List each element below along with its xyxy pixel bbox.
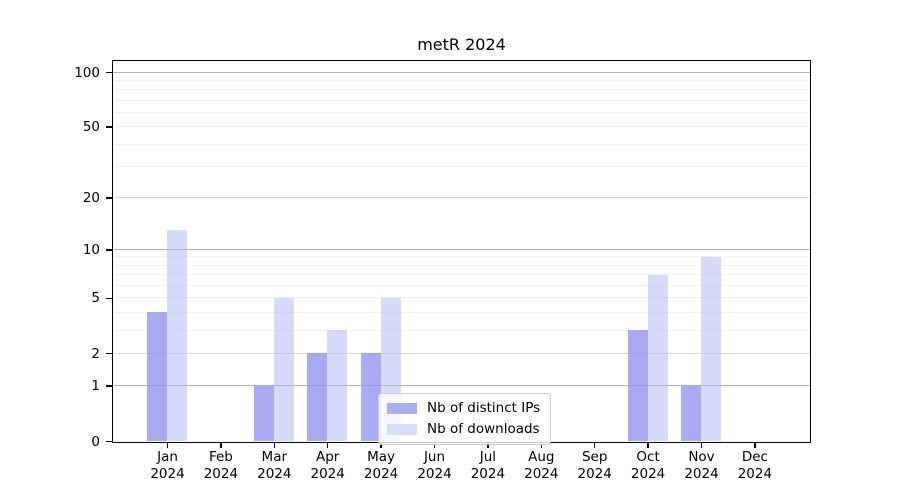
xtick-mark-oct bbox=[647, 443, 649, 448]
legend-swatch-distinct-ips bbox=[387, 403, 417, 414]
gridline-y-30 bbox=[113, 165, 810, 167]
gridline-y-20 bbox=[113, 197, 810, 199]
xtick-mark-feb bbox=[220, 443, 222, 448]
gridline-y-2 bbox=[113, 352, 810, 354]
gridline-y-10 bbox=[113, 248, 810, 250]
legend-swatch-downloads bbox=[387, 424, 417, 435]
xtick-label-aug: Aug 2024 bbox=[524, 449, 559, 482]
xtick-label-jan: Jan 2024 bbox=[150, 449, 185, 482]
gridline-y-5 bbox=[113, 297, 810, 299]
xtick-label-jul: Jul 2024 bbox=[470, 449, 506, 482]
gridline-y-9 bbox=[113, 256, 810, 258]
xtick-label-may: May 2024 bbox=[363, 449, 399, 482]
gridline-y-7 bbox=[113, 274, 810, 276]
xtick-label-feb: Feb 2024 bbox=[203, 449, 239, 482]
ytick-mark-2 bbox=[106, 352, 112, 355]
xtick-label-sep: Sep 2024 bbox=[577, 449, 612, 482]
legend-item-downloads: Nb of downloads bbox=[387, 421, 540, 438]
xtick-mark-sep bbox=[593, 443, 596, 448]
gridline-y-70 bbox=[113, 99, 810, 101]
ytick-label-100: 100 bbox=[74, 64, 100, 81]
chart-title: metR 2024 bbox=[417, 35, 506, 54]
ytick-label-1: 1 bbox=[91, 378, 100, 395]
gridline-y-1 bbox=[113, 385, 810, 387]
xtick-mark-jul bbox=[487, 443, 489, 448]
bar-apr-distinct-ips bbox=[307, 353, 328, 441]
bar-oct-distinct-ips bbox=[627, 330, 648, 441]
xtick-label-jun: Jun 2024 bbox=[417, 449, 452, 482]
ytick-label-10: 10 bbox=[82, 241, 100, 258]
plot-area: Nb of distinct IPs Nb of downloads bbox=[112, 60, 811, 445]
bar-apr-downloads bbox=[327, 330, 348, 441]
ytick-mark-1 bbox=[106, 385, 112, 387]
gridline-y-3 bbox=[113, 329, 810, 331]
ytick-mark-10 bbox=[106, 249, 112, 251]
legend-item-distinct-ips: Nb of distinct IPs bbox=[387, 400, 540, 417]
xtick-mark-dec bbox=[754, 443, 756, 448]
xtick-mark-aug bbox=[540, 443, 543, 448]
ytick-mark-100 bbox=[106, 71, 112, 74]
ytick-mark-20 bbox=[106, 197, 112, 199]
xtick-mark-mar bbox=[273, 443, 276, 448]
xtick-label-oct: Oct 2024 bbox=[630, 449, 666, 482]
ytick-mark-0 bbox=[106, 440, 112, 443]
xtick-mark-jun bbox=[433, 443, 436, 448]
bar-jan-distinct-ips bbox=[147, 312, 167, 441]
gridline-y-4 bbox=[113, 311, 810, 313]
gridline-y-90 bbox=[113, 79, 810, 81]
legend: Nb of distinct IPs Nb of downloads bbox=[378, 393, 552, 445]
gridline-y-40 bbox=[113, 143, 810, 145]
xtick-label-nov: Nov 2024 bbox=[684, 449, 719, 482]
xtick-mark-nov bbox=[700, 443, 703, 448]
gridline-y-100 bbox=[113, 71, 810, 73]
gridline-y-80 bbox=[113, 89, 810, 91]
gridline-y-8 bbox=[113, 264, 810, 266]
bar-nov-distinct-ips bbox=[681, 385, 701, 441]
xtick-label-apr: Apr 2024 bbox=[310, 449, 345, 482]
bar-mar-distinct-ips bbox=[253, 385, 274, 441]
legend-label-distinct-ips: Nb of distinct IPs bbox=[427, 400, 541, 416]
xtick-mark-jan bbox=[166, 443, 169, 448]
ytick-label-2: 2 bbox=[91, 345, 100, 362]
bar-nov-downloads bbox=[701, 256, 721, 441]
xtick-label-mar: Mar 2024 bbox=[257, 449, 292, 482]
legend-label-downloads: Nb of downloads bbox=[427, 421, 540, 437]
bar-may-distinct-ips bbox=[360, 353, 381, 441]
bar-mar-downloads bbox=[273, 297, 294, 441]
ytick-label-5: 5 bbox=[91, 290, 100, 307]
xtick-label-dec: Dec 2024 bbox=[737, 449, 773, 482]
gridline-y-60 bbox=[113, 111, 810, 113]
ytick-label-20: 20 bbox=[82, 190, 100, 207]
xtick-mark-apr bbox=[326, 443, 329, 448]
bar-oct-downloads bbox=[647, 274, 668, 441]
ytick-label-0: 0 bbox=[91, 433, 100, 450]
gridline-y-6 bbox=[113, 284, 810, 286]
bar-jan-downloads bbox=[167, 230, 187, 441]
ytick-mark-5 bbox=[106, 297, 112, 300]
gridline-y-50 bbox=[113, 126, 810, 128]
xtick-mark-may bbox=[380, 443, 382, 448]
ytick-mark-50 bbox=[106, 126, 112, 128]
ytick-label-50: 50 bbox=[82, 119, 100, 136]
